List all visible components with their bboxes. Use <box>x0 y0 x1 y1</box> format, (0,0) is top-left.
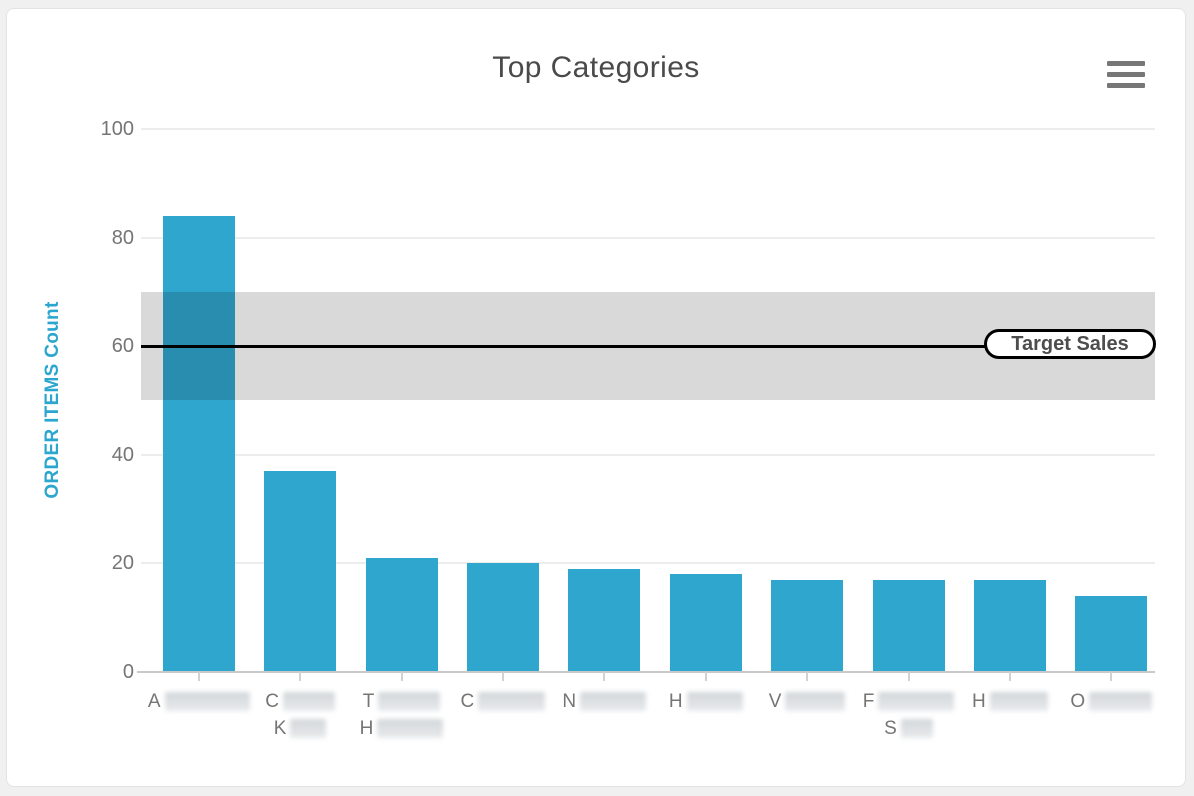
x-label-line: A <box>104 688 294 715</box>
x-tick <box>1110 672 1113 681</box>
x-label-visible-text: T <box>362 691 375 712</box>
bar-category-2[interactable] <box>264 471 337 672</box>
chart-title: Top Categories <box>492 51 700 84</box>
x-label-line: H <box>307 715 497 742</box>
y-tick-label-40: 40 <box>111 443 134 466</box>
redacted-text-blob <box>785 692 846 711</box>
gridline-y-100 <box>141 128 1155 130</box>
bar-category-10[interactable] <box>1075 595 1148 672</box>
x-tick <box>603 672 606 681</box>
x-label-line: C <box>205 688 395 715</box>
x-label-visible-text: O <box>1070 691 1086 712</box>
hamburger-bar <box>1107 83 1145 88</box>
x-tick <box>1008 672 1011 681</box>
x-label-line: H <box>611 688 801 715</box>
gridline-y-20 <box>141 562 1155 565</box>
redacted-text-blob <box>686 692 743 711</box>
x-axis-line <box>137 671 1155 673</box>
y-tick-label-60: 60 <box>111 335 134 358</box>
y-tick-label-20: 20 <box>111 552 134 575</box>
x-category-label-9: H <box>915 688 1105 715</box>
bar-category-8[interactable] <box>872 579 945 672</box>
x-label-visible-text: H <box>972 691 986 712</box>
x-label-visible-text: V <box>768 691 782 712</box>
x-label-line: T <box>307 688 497 715</box>
x-label-line: K <box>205 715 395 742</box>
x-tick <box>197 672 200 681</box>
target-sales-annotation: Target Sales <box>984 329 1156 359</box>
x-tick <box>299 672 302 681</box>
x-category-label-7: V <box>712 688 902 715</box>
x-label-visible-text: C <box>460 691 475 712</box>
redacted-text-blob <box>377 719 444 738</box>
x-tick <box>806 672 809 681</box>
x-tick <box>704 672 707 681</box>
y-tick-label-100: 100 <box>100 118 134 140</box>
hamburger-bar <box>1107 61 1145 66</box>
bar-category-6[interactable] <box>669 574 742 672</box>
x-label-visible-text: N <box>562 691 577 712</box>
redacted-text-blob <box>478 692 546 711</box>
y-tick-label-0: 0 <box>122 661 134 683</box>
x-tick <box>907 672 910 681</box>
x-category-label-5: N <box>509 688 699 715</box>
x-label-line: N <box>509 688 699 715</box>
x-label-line: C <box>408 688 598 715</box>
bar-category-7[interactable] <box>771 579 844 672</box>
chart-card: Top Categories ORDER ITEMS Count Target … <box>6 8 1186 787</box>
hamburger-bar <box>1107 72 1145 77</box>
redacted-text-blob <box>164 692 250 711</box>
x-label-line: V <box>712 688 902 715</box>
redacted-text-blob <box>989 692 1048 711</box>
y-tick-label-80: 80 <box>111 226 134 249</box>
x-label-visible-text: F <box>862 691 875 712</box>
bar-category-1[interactable] <box>162 215 235 672</box>
bar-category-5[interactable] <box>568 568 641 672</box>
x-label-line: O <box>1016 688 1194 715</box>
redacted-text-blob <box>1089 692 1153 711</box>
x-label-line: F <box>814 688 1004 715</box>
x-tick <box>400 672 403 681</box>
redacted-text-blob <box>878 692 955 711</box>
x-tick <box>501 672 504 681</box>
x-label-visible-text: A <box>147 691 161 712</box>
y-axis-title: ORDER ITEMS Count <box>42 301 63 499</box>
hamburger-menu-icon[interactable] <box>1107 61 1145 88</box>
gridline-y-80 <box>141 236 1155 239</box>
x-category-label-10: O <box>1016 688 1194 715</box>
x-label-line: H <box>915 688 1105 715</box>
x-label-visible-text: C <box>265 691 279 712</box>
x-label-visible-text: S <box>884 718 897 739</box>
x-label-visible-text: H <box>668 691 683 712</box>
bar-category-4[interactable] <box>466 563 539 672</box>
x-category-label-1: A <box>104 688 294 715</box>
x-label-visible-text: H <box>359 718 374 739</box>
x-label-line: S <box>814 715 1004 742</box>
bar-category-3[interactable] <box>365 557 438 672</box>
gridline-y-40 <box>141 453 1155 456</box>
redacted-text-blob <box>282 692 335 711</box>
x-label-visible-text: K <box>273 718 287 739</box>
x-category-label-6: H <box>611 688 801 715</box>
redacted-text-blob <box>900 719 933 738</box>
x-category-label-4: C <box>408 688 598 715</box>
redacted-text-blob <box>378 692 441 711</box>
redacted-text-blob <box>290 719 327 738</box>
redacted-text-blob <box>580 692 647 711</box>
target-line <box>141 345 1155 349</box>
bar-category-9[interactable] <box>973 579 1046 672</box>
plot-area <box>137 128 1155 673</box>
